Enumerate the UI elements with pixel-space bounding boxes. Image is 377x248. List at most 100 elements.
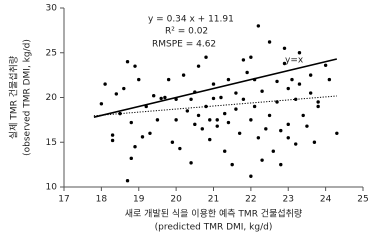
x-tick-label: 18: [96, 195, 108, 205]
point: [196, 113, 201, 118]
point: [249, 55, 253, 59]
point: [118, 111, 122, 116]
point: [200, 127, 204, 131]
point: [103, 82, 107, 86]
point: [215, 124, 219, 128]
x-tick-label: 25: [357, 195, 368, 205]
point: [305, 124, 309, 128]
point: [335, 131, 339, 135]
point: [260, 89, 264, 93]
point: [323, 63, 328, 67]
point: [256, 136, 261, 140]
y-tick-label: 25: [46, 48, 57, 58]
point: [279, 162, 283, 167]
point: [178, 146, 182, 151]
x-tick-label: 22: [245, 195, 256, 205]
point: [125, 179, 130, 183]
point: [308, 73, 313, 77]
point: [286, 136, 290, 140]
point: [152, 94, 156, 98]
point: [125, 60, 130, 64]
point: [189, 161, 193, 165]
point: [267, 113, 272, 118]
y-tick-label: 10: [46, 183, 58, 193]
x-tick-label: 24: [320, 195, 332, 205]
point: [264, 127, 268, 131]
point: [234, 107, 238, 111]
x-tick-label: 17: [58, 195, 69, 205]
point: [181, 73, 186, 77]
y-tick-label: 15: [46, 138, 57, 148]
point: [230, 162, 234, 167]
point: [185, 109, 190, 113]
point: [312, 140, 317, 144]
point: [129, 156, 133, 161]
point: [241, 58, 246, 62]
point: [189, 97, 193, 101]
point: [316, 100, 320, 104]
point: [193, 122, 197, 127]
point: [137, 77, 141, 82]
point: [122, 86, 126, 91]
point: [256, 24, 261, 28]
point: [174, 118, 178, 122]
x-tick-label: 23: [283, 195, 294, 205]
y-tick-label: 20: [46, 93, 58, 103]
point: [114, 92, 119, 96]
point: [133, 145, 137, 149]
point: [290, 77, 294, 82]
point: [260, 158, 264, 162]
point: [252, 104, 257, 109]
line: [93, 95, 337, 117]
y-tick-label: 30: [46, 4, 58, 14]
y-axis-label: 실제 TMR 건물섭취량: [8, 56, 20, 139]
annotation: y=x: [285, 56, 304, 66]
point: [267, 40, 272, 44]
point: [204, 55, 208, 59]
point: [148, 131, 152, 135]
point: [211, 82, 216, 86]
point: [249, 174, 253, 178]
annotation: R² = 0.02: [165, 27, 208, 37]
point: [226, 120, 231, 125]
annotation: y = 0.34 x + 11.91: [148, 15, 234, 25]
point: [166, 77, 171, 82]
point: [223, 149, 227, 153]
annotation: RMSPE = 4.62: [152, 40, 216, 50]
point: [211, 96, 216, 101]
point: [129, 120, 133, 125]
point: [282, 46, 287, 50]
x-tick-label: 21: [208, 195, 219, 205]
point: [234, 91, 238, 95]
point: [297, 82, 302, 86]
point: [170, 140, 175, 144]
point: [249, 118, 253, 122]
point: [271, 149, 275, 153]
point: [297, 51, 302, 55]
point: [308, 91, 313, 95]
point: [110, 133, 115, 137]
point: [196, 64, 201, 68]
x-tick-label: 20: [170, 195, 182, 205]
point: [245, 70, 249, 75]
point: [133, 64, 137, 68]
point: [215, 118, 219, 122]
point: [327, 77, 332, 82]
point: [282, 61, 287, 66]
x-tick-label: 19: [133, 195, 145, 205]
point: [294, 142, 298, 146]
point: [219, 95, 223, 100]
point: [286, 122, 290, 127]
point: [301, 113, 305, 118]
point: [316, 104, 320, 109]
point: [208, 137, 212, 142]
point: [99, 102, 104, 106]
point: [237, 131, 242, 135]
point: [204, 104, 208, 109]
point: [294, 97, 298, 101]
point: [163, 95, 167, 100]
x-axis-label: (predicted TMR DMI, kg/d): [155, 223, 273, 233]
point: [208, 118, 212, 122]
x-axis-label: 새로 개발된 식을 이용한 예측 TMR 건물섭취량: [125, 208, 302, 220]
